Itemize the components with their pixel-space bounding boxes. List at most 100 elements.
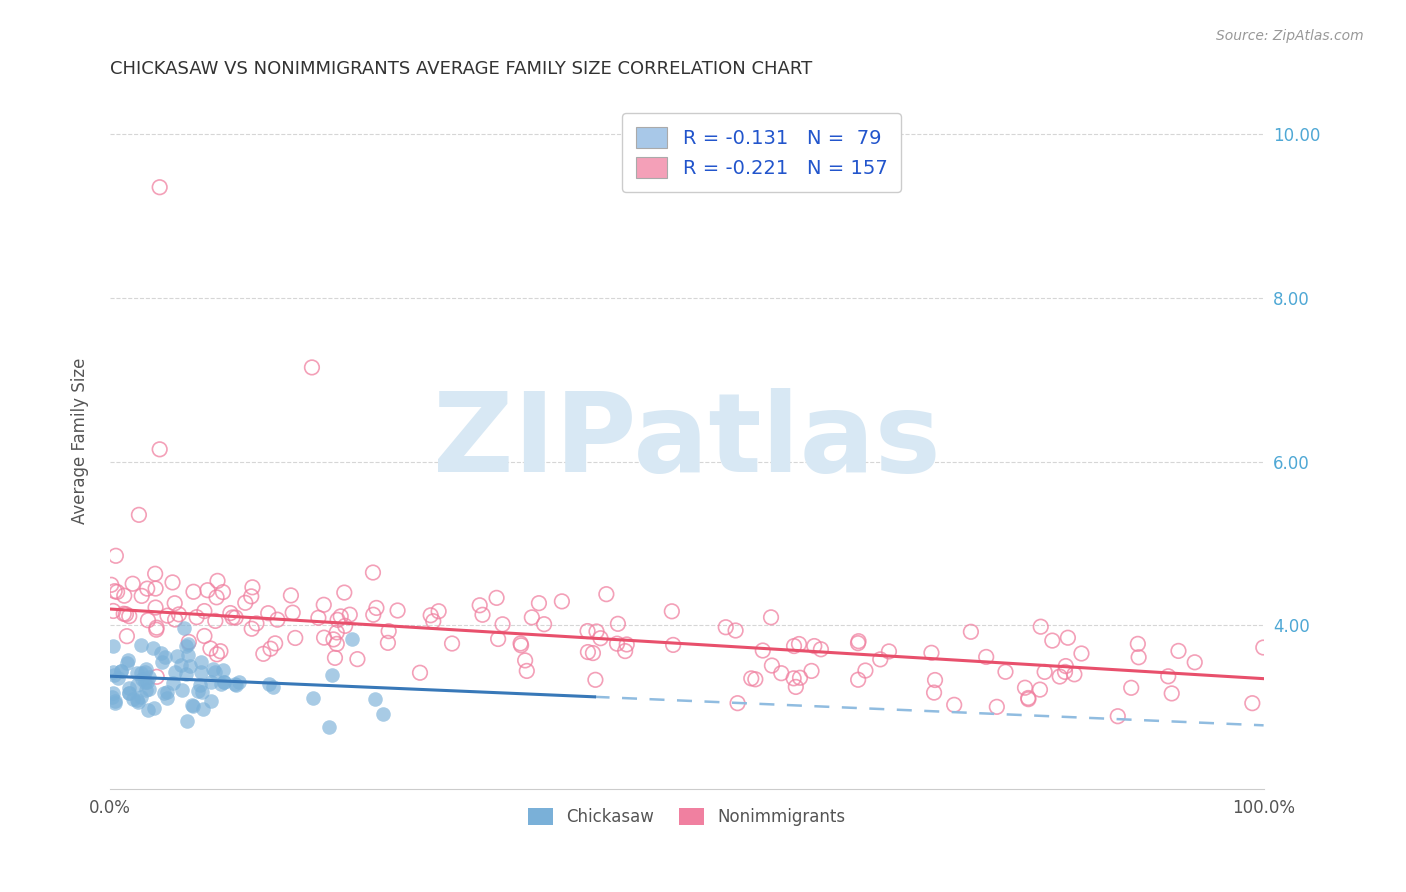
Point	[204, 614, 226, 628]
Point	[782, 671, 804, 685]
Point	[187, 683, 209, 698]
Point	[810, 642, 832, 657]
Point	[1126, 637, 1149, 651]
Point	[1049, 669, 1071, 683]
Point	[262, 680, 284, 694]
Point	[595, 587, 617, 601]
Point	[714, 620, 737, 634]
Point	[583, 673, 606, 687]
Point	[162, 575, 184, 590]
Point	[1107, 709, 1129, 723]
Point	[422, 614, 444, 628]
Point	[107, 671, 129, 685]
Point	[129, 639, 152, 653]
Point	[224, 677, 246, 691]
Point	[486, 632, 509, 646]
Point	[1014, 681, 1036, 695]
Point	[134, 665, 156, 679]
Point	[191, 685, 214, 699]
Point	[149, 646, 172, 660]
Point	[326, 637, 349, 651]
Point	[149, 442, 172, 457]
Point	[225, 678, 247, 692]
Point	[326, 613, 349, 627]
Point	[266, 613, 288, 627]
Point	[346, 652, 368, 666]
Point	[156, 608, 179, 623]
Point	[212, 585, 235, 599]
Point	[922, 685, 945, 699]
Point	[724, 624, 747, 638]
Point	[101, 690, 124, 705]
Point	[174, 666, 197, 681]
Point	[103, 604, 125, 618]
Point	[783, 639, 806, 653]
Point	[1128, 650, 1150, 665]
Point	[121, 576, 143, 591]
Point	[943, 698, 966, 712]
Point	[209, 644, 232, 658]
Point	[1053, 665, 1076, 679]
Point	[221, 610, 243, 624]
Point	[240, 590, 263, 604]
Point	[183, 698, 205, 713]
Point	[551, 594, 574, 608]
Point	[131, 690, 153, 704]
Point	[145, 623, 167, 637]
Point	[361, 566, 384, 580]
Point	[127, 695, 149, 709]
Point	[312, 598, 335, 612]
Point	[377, 624, 399, 639]
Point	[156, 691, 179, 706]
Point	[744, 673, 766, 687]
Point	[333, 585, 356, 599]
Point	[165, 613, 187, 627]
Point	[986, 699, 1008, 714]
Point	[191, 702, 214, 716]
Point	[115, 629, 138, 643]
Point	[127, 678, 149, 692]
Point	[366, 601, 388, 615]
Text: CHICKASAW VS NONIMMIGRANTS AVERAGE FAMILY SIZE CORRELATION CHART: CHICKASAW VS NONIMMIGRANTS AVERAGE FAMIL…	[110, 60, 813, 78]
Point	[143, 700, 166, 714]
Point	[301, 691, 323, 706]
Point	[145, 582, 167, 596]
Point	[787, 637, 810, 651]
Point	[441, 636, 464, 650]
Point	[846, 636, 869, 650]
Point	[1029, 682, 1052, 697]
Point	[373, 706, 395, 721]
Point	[118, 681, 141, 695]
Point	[145, 621, 167, 635]
Point	[727, 696, 749, 710]
Point	[101, 686, 124, 700]
Point	[803, 639, 825, 653]
Point	[485, 591, 508, 605]
Point	[848, 634, 870, 648]
Point	[101, 639, 124, 653]
Point	[136, 582, 159, 596]
Point	[662, 638, 685, 652]
Point	[155, 650, 177, 665]
Point	[233, 596, 256, 610]
Point	[115, 607, 138, 622]
Point	[138, 669, 160, 683]
Point	[994, 665, 1017, 679]
Point	[204, 665, 226, 679]
Point	[125, 693, 148, 707]
Point	[533, 617, 555, 632]
Point	[118, 686, 141, 700]
Point	[188, 678, 211, 692]
Point	[228, 674, 250, 689]
Point	[142, 641, 165, 656]
Point	[173, 621, 195, 635]
Legend: Chickasaw, Nonimmigrants: Chickasaw, Nonimmigrants	[522, 802, 852, 833]
Point	[136, 674, 159, 689]
Point	[131, 589, 153, 603]
Point	[117, 653, 139, 667]
Point	[176, 648, 198, 663]
Point	[131, 672, 153, 686]
Point	[172, 683, 194, 698]
Point	[1033, 665, 1056, 679]
Point	[606, 616, 628, 631]
